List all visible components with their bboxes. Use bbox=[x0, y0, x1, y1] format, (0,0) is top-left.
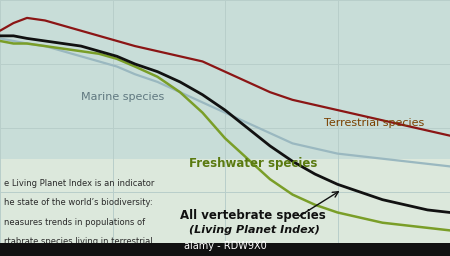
Text: Terrestrial species: Terrestrial species bbox=[324, 118, 424, 128]
Text: Freshwater species: Freshwater species bbox=[189, 157, 317, 170]
Text: e Living Planet Index is an indicator: e Living Planet Index is an indicator bbox=[4, 179, 155, 188]
Bar bbox=[0, 243, 450, 256]
Text: rtabrate species living in terrestrial: rtabrate species living in terrestrial bbox=[4, 237, 153, 246]
Text: he state of the world’s biodiversity:: he state of the world’s biodiversity: bbox=[4, 198, 153, 207]
Text: neasures trends in populations of: neasures trends in populations of bbox=[4, 218, 146, 227]
Text: (Living Planet Index): (Living Planet Index) bbox=[189, 225, 320, 236]
Text: All vertebrate species: All vertebrate species bbox=[180, 209, 326, 221]
Bar bbox=[0, 159, 450, 256]
Text: Marine species: Marine species bbox=[81, 92, 164, 102]
Text: alamy - RDW9X0: alamy - RDW9X0 bbox=[184, 241, 266, 251]
